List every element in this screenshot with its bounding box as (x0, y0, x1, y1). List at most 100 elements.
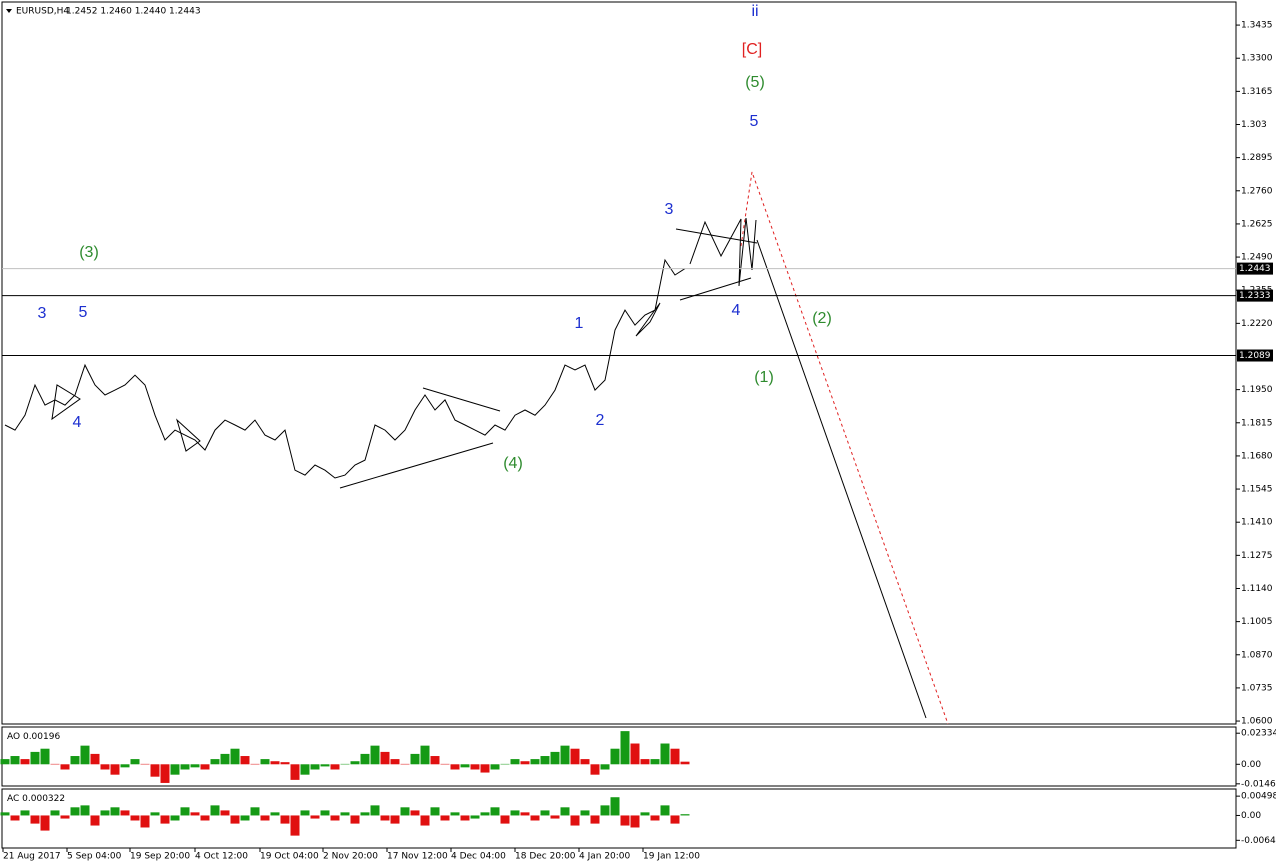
histogram-bar (50, 810, 60, 816)
histogram-bar (610, 797, 620, 816)
histogram-bar (150, 764, 160, 777)
histogram-bar (200, 764, 210, 770)
histogram-bar (560, 745, 570, 765)
histogram-bar (520, 812, 530, 816)
level-box (1237, 349, 1273, 362)
histogram-bar (340, 763, 350, 765)
y-tick-label: 1.0735 (1241, 683, 1273, 693)
histogram-bar (270, 812, 280, 816)
wave-label: (5) (745, 74, 765, 91)
histogram-bar (570, 815, 580, 826)
histogram-bar (370, 745, 380, 765)
x-tick-label: 4 Dec 04:00 (451, 852, 506, 862)
histogram-bar (140, 763, 150, 765)
wave-label: 3 (665, 201, 674, 218)
wave-label: 5 (79, 304, 88, 321)
triangle (176, 418, 201, 452)
histogram-bar (280, 815, 290, 824)
histogram-bar (290, 815, 300, 836)
histogram-bar (160, 764, 170, 783)
histogram-bar (540, 810, 550, 816)
indicator-name: AO (7, 732, 20, 742)
histogram-bar (460, 764, 470, 768)
histogram-bar (650, 815, 660, 821)
histogram-bar (180, 764, 190, 770)
wave-label: 4 (732, 302, 741, 319)
histogram-bar (70, 807, 80, 816)
histogram-bar (600, 764, 610, 770)
histogram-bar (130, 815, 140, 821)
drawn-objects (51, 171, 949, 725)
indicator-title: AO 0.00196 (7, 732, 60, 742)
histogram-bar (60, 764, 70, 770)
y-tick-label: 1.0600 (1241, 717, 1273, 727)
wave-label: [C] (742, 41, 762, 58)
last-price-box (1237, 262, 1273, 275)
y-tick-label: 1.1950 (1241, 385, 1273, 395)
y-tick-label: -0.01467 (1241, 779, 1276, 789)
histogram-bar (500, 763, 510, 765)
histogram-bar (480, 764, 490, 773)
histogram-bar (260, 759, 270, 765)
wave-sketch (689, 217, 757, 287)
x-tick-label: 4 Jan 20:00 (579, 852, 631, 862)
wave-label: (2) (812, 310, 832, 327)
histogram-bar (590, 764, 600, 775)
histogram-bar (280, 762, 290, 765)
wave-label: 4 (73, 414, 82, 431)
histogram-bar (30, 815, 40, 824)
histogram-bar (220, 753, 230, 765)
histogram-bar (210, 759, 220, 765)
x-tick-label: 17 Nov 12:00 (387, 852, 448, 862)
histogram-bar (20, 759, 30, 765)
histogram-bar (180, 807, 190, 816)
histogram-bar (550, 751, 560, 765)
indicator-name: AC (7, 794, 19, 804)
histogram-bar (490, 764, 500, 770)
histogram-bar (670, 748, 680, 765)
histogram-bar (480, 812, 490, 816)
histogram-bar (160, 815, 170, 824)
y-tick-label: 1.3165 (1241, 87, 1273, 97)
histogram-bar (580, 810, 590, 816)
triangle (635, 302, 661, 337)
histogram-bar (30, 751, 40, 765)
histogram-bar (590, 815, 600, 824)
histogram-bar (620, 731, 630, 765)
histogram-bar (80, 805, 90, 816)
histogram-bar (640, 812, 650, 816)
histogram-bar (340, 812, 350, 816)
histogram-bar (300, 810, 310, 816)
histogram-bar (240, 815, 250, 821)
histogram-bar (260, 815, 270, 821)
x-tick-label: 21 Aug 2017 (3, 852, 61, 862)
histogram-bar (320, 764, 330, 767)
histogram-bar (360, 812, 370, 816)
wave-label: 1 (575, 315, 584, 332)
y-tick-label: 1.303 (1241, 120, 1267, 130)
histogram-bar (390, 759, 400, 765)
y-tick-label: 0.00 (1241, 760, 1261, 770)
histogram-bar (510, 759, 520, 765)
histogram-bar (250, 807, 260, 816)
y-tick-label: 1.1140 (1241, 584, 1273, 594)
histogram-bar (430, 756, 440, 765)
histogram-bar (660, 743, 670, 765)
indicator-title: AC 0.000322 (7, 794, 65, 804)
histogram-bar (500, 815, 510, 824)
histogram-bar (540, 756, 550, 765)
trendline (339, 442, 494, 489)
x-tick-label: 19 Jan 12:00 (643, 852, 700, 862)
header: EURUSD,H4 1.2452 1.2460 1.2440 1.2443 (6, 7, 201, 17)
price-line (4, 258, 686, 479)
x-tick-label: 5 Sep 04:00 (67, 852, 122, 862)
histogram-bar (400, 763, 410, 765)
level-box (1237, 289, 1273, 302)
projection-line (756, 239, 927, 719)
histogram-bar (440, 763, 450, 765)
histogram-bar (330, 764, 340, 770)
y-tick-label: 1.2760 (1241, 186, 1273, 196)
wave-label: (1) (754, 369, 774, 386)
